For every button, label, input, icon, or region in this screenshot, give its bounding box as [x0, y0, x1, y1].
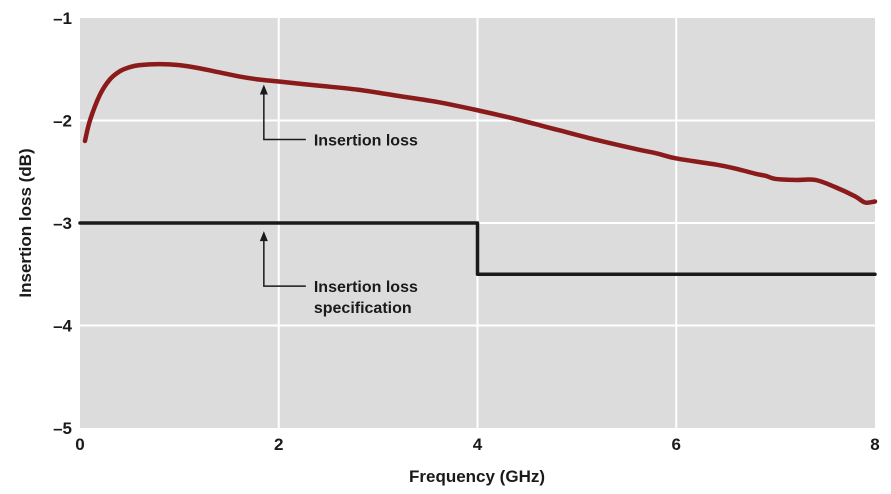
y-tick-label: –1	[53, 9, 72, 28]
insertion-loss-line	[82, 61, 878, 205]
y-tick-label: –4	[53, 317, 72, 336]
y-tick-labels: –1 –2 –3 –4 –5	[53, 9, 72, 438]
annotation-specification: Insertion loss specification	[259, 231, 418, 317]
x-tick-label: 4	[473, 435, 483, 454]
annotation-label: Insertion loss	[314, 279, 418, 296]
annotation-insertion-loss: Insertion loss	[259, 84, 418, 150]
specification-line	[78, 221, 877, 276]
annotation-layer: Insertion loss Insertion loss specificatio…	[259, 84, 418, 317]
y-tick-label: –2	[53, 112, 72, 131]
series-layer	[78, 61, 878, 276]
x-tick-label: 2	[274, 435, 283, 454]
y-axis-title: Insertion loss (dB)	[16, 148, 35, 297]
annotation-label: specification	[314, 300, 412, 317]
y-tick-label: –5	[53, 419, 72, 438]
y-tick-label: –3	[53, 214, 72, 233]
x-axis-title: Frequency (GHz)	[409, 467, 545, 486]
leader-line	[263, 239, 306, 287]
x-tick-label: 8	[870, 435, 879, 454]
annotation-label: Insertion loss	[314, 133, 418, 150]
arrow-head	[259, 231, 268, 242]
x-tick-label: 0	[75, 435, 84, 454]
x-tick-labels: 0 2 4 6 8	[75, 435, 879, 454]
leader-line	[263, 92, 306, 141]
x-tick-label: 6	[672, 435, 681, 454]
arrow-head	[259, 84, 268, 95]
